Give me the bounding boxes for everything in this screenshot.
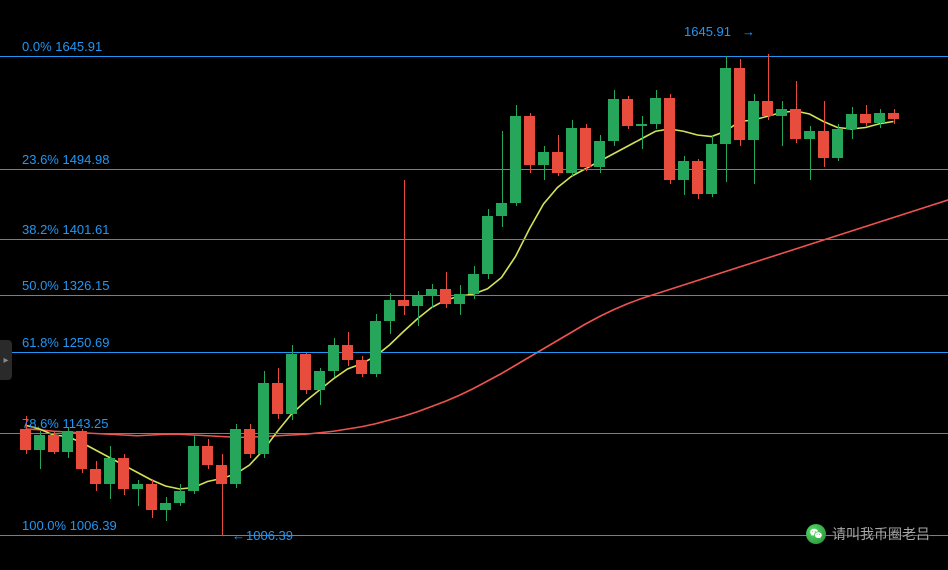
candle[interactable] (90, 469, 101, 484)
wechat-icon (806, 524, 826, 544)
candle[interactable] (104, 458, 115, 484)
candle[interactable] (664, 98, 675, 181)
candle[interactable] (188, 446, 199, 491)
candle[interactable] (608, 99, 619, 141)
candle[interactable] (286, 354, 297, 414)
candle[interactable] (146, 484, 157, 510)
candle[interactable] (482, 216, 493, 274)
candle[interactable] (650, 98, 661, 124)
candle[interactable] (174, 491, 185, 502)
candle[interactable] (328, 345, 339, 371)
fib-line[interactable] (0, 56, 948, 57)
candle[interactable] (496, 203, 507, 217)
candle[interactable] (832, 129, 843, 158)
high-arrow-icon: → (742, 24, 755, 39)
candle[interactable] (860, 114, 871, 123)
candle[interactable] (258, 383, 269, 454)
candle[interactable] (202, 446, 213, 465)
fib-line[interactable] (0, 352, 948, 353)
candle[interactable] (804, 131, 815, 139)
candle[interactable] (454, 294, 465, 304)
candle[interactable] (748, 101, 759, 140)
candle[interactable] (636, 124, 647, 126)
candle[interactable] (818, 131, 829, 157)
candle[interactable] (34, 435, 45, 450)
candle[interactable] (426, 289, 437, 297)
candle[interactable] (762, 101, 773, 116)
candle[interactable] (678, 161, 689, 180)
low-arrow-icon: ← (232, 528, 245, 543)
candle[interactable] (790, 109, 801, 139)
candle[interactable] (734, 68, 745, 141)
candle[interactable] (118, 458, 129, 490)
candle[interactable] (216, 465, 227, 484)
watermark-text: 请叫我币圈老吕 (832, 524, 930, 544)
fib-line[interactable] (0, 239, 948, 240)
candle[interactable] (874, 113, 885, 124)
candle[interactable] (160, 503, 171, 511)
fib-line[interactable] (0, 433, 948, 434)
fib-label: 0.0% 1645.91 (22, 39, 102, 56)
candle[interactable] (48, 435, 59, 452)
candle[interactable] (776, 109, 787, 117)
candle[interactable] (692, 161, 703, 193)
candle[interactable] (244, 429, 255, 454)
fib-label: 78.6% 1143.25 (22, 416, 109, 433)
fib-label: 23.6% 1494.98 (22, 152, 109, 169)
candle[interactable] (132, 484, 143, 489)
fib-label: 100.0% 1006.39 (22, 518, 117, 535)
candle[interactable] (538, 152, 549, 166)
candle[interactable] (370, 321, 381, 374)
fib-label: 61.8% 1250.69 (22, 335, 109, 352)
candle[interactable] (720, 68, 731, 145)
candle[interactable] (300, 354, 311, 390)
candle[interactable] (524, 116, 535, 165)
low-price-callout: 1006.39 (246, 528, 293, 543)
candle[interactable] (594, 141, 605, 167)
candle[interactable] (356, 360, 367, 374)
candle[interactable] (384, 300, 395, 321)
candle[interactable] (230, 429, 241, 484)
candle[interactable] (622, 99, 633, 126)
candle-wick (642, 116, 643, 148)
high-price-callout: 1645.91 (684, 24, 731, 39)
candle[interactable] (888, 113, 899, 119)
candle[interactable] (440, 289, 451, 304)
candle[interactable] (314, 371, 325, 390)
watermark: 请叫我币圈老吕 (806, 524, 930, 544)
candle[interactable] (552, 152, 563, 173)
candle[interactable] (412, 296, 423, 306)
candle[interactable] (62, 431, 73, 451)
candle[interactable] (342, 345, 353, 360)
candle[interactable] (468, 274, 479, 294)
fib-line[interactable] (0, 169, 948, 170)
candlestick-chart[interactable]: ▸ 0.0% 1645.91 23.6% 1494.98 38.2% 1401.61… (0, 0, 948, 570)
candle[interactable] (846, 114, 857, 129)
collapse-handle[interactable]: ▸ (0, 340, 12, 380)
candle[interactable] (580, 128, 591, 167)
candle[interactable] (272, 383, 283, 415)
candle[interactable] (566, 128, 577, 173)
candle[interactable] (76, 431, 87, 469)
fib-label: 50.0% 1326.15 (22, 278, 109, 295)
candle[interactable] (398, 300, 409, 306)
candle[interactable] (706, 144, 717, 194)
candle[interactable] (510, 116, 521, 202)
fib-label: 38.2% 1401.61 (22, 222, 109, 239)
candle-wick (404, 180, 405, 315)
